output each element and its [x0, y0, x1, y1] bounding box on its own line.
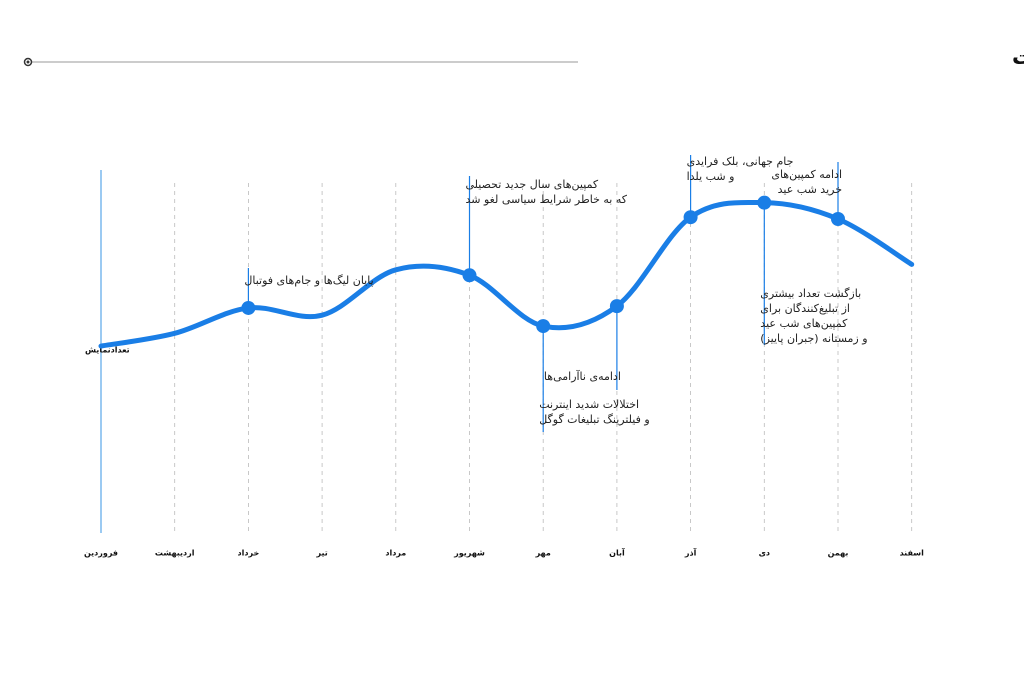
x-tick-label: تیر	[315, 549, 327, 558]
title-dot-center	[26, 60, 30, 64]
x-tick-label: دی	[759, 549, 770, 558]
x-tick-label: آذر	[684, 548, 697, 558]
x-tick-label: خرداد	[238, 549, 260, 558]
annotation-text: جام جهانی، بلک فرایدی	[687, 155, 794, 168]
annotation-text: از تبلیغ‌کنندگان برای	[760, 302, 850, 315]
annotation-text: و زمستانه (جبران پاییز)	[760, 332, 867, 345]
y-axis-label: تعدادنمایش	[85, 346, 130, 356]
data-point	[831, 212, 845, 227]
annotation-text: خرید شب عید	[778, 183, 842, 196]
annotation-text: اختلالات شدید اینترنت	[539, 398, 639, 411]
data-point	[536, 319, 551, 334]
x-tick-label: مرداد	[385, 549, 406, 558]
x-tick-label: آبان	[609, 548, 625, 558]
annotation-text: و شب یلدا	[687, 170, 735, 183]
data-point	[462, 268, 477, 283]
x-tick-label: اردیبهشت	[155, 549, 195, 558]
annotation-text: ادامه کمپین‌های	[771, 168, 842, 181]
data-point	[241, 300, 256, 315]
data-point	[609, 299, 624, 314]
x-tick-label: بهمن	[828, 549, 849, 558]
data-point	[683, 210, 698, 225]
x-tick-label: فروردین	[84, 549, 118, 558]
annotation-text: که به خاطر شرایط سیاسی لغو شد	[466, 193, 628, 206]
annotation-text: ادامه‌ی ناآرامی‌ها	[544, 369, 621, 383]
annotation-text: کمپین‌های سال جدید تحصیلی	[466, 178, 599, 191]
x-tick-label: مهر	[535, 549, 551, 558]
annotation-text: پایان لیگ‌ها و جام‌های فوتبال	[244, 274, 373, 287]
data-point	[757, 195, 772, 210]
chart-title: تاثیر مناسبت‌ها و رویدادها بر تعداد نمای…	[1012, 45, 1024, 69]
annotation-text: بازگشت تعداد بیشتری	[760, 287, 861, 300]
x-tick-label: شهریور	[453, 549, 485, 558]
x-tick-label: اسفند	[900, 549, 925, 558]
annotation-text: و فیلترینگ تبلیغات گوگل	[539, 413, 649, 426]
annotation-text: کمپین‌های شب عید	[760, 317, 848, 330]
